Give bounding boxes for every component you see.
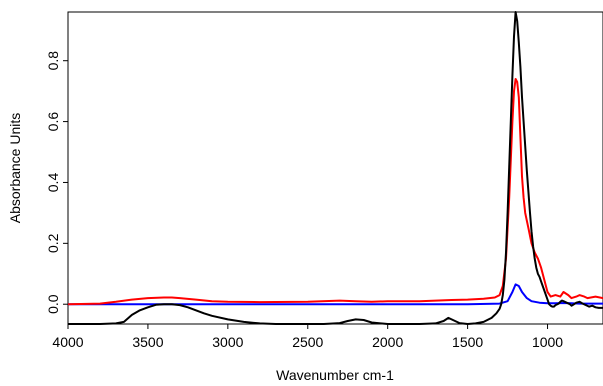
y-tick-label: 0.6 xyxy=(45,112,61,132)
x-tick-label: 4000 xyxy=(52,334,83,350)
x-tick-label: 3000 xyxy=(212,334,243,350)
x-tick-label: 1000 xyxy=(532,334,563,350)
x-tick-label: 2000 xyxy=(372,334,403,350)
series-line-2 xyxy=(67,78,603,306)
series-line-3 xyxy=(68,11,603,325)
plot-frame xyxy=(67,11,603,325)
y-tick-label: 0.4 xyxy=(45,173,61,193)
x-axis-title: Wavenumber cm-1 xyxy=(276,367,394,383)
y-axis: 0.0 0.2 0.4 0.6 0.8 xyxy=(45,51,68,314)
y-tick-label: 0.2 xyxy=(45,233,61,253)
series-layer xyxy=(67,11,603,325)
x-tick-label: 2500 xyxy=(292,334,323,350)
x-axis: 4000 3500 3000 2500 2000 1500 1000 xyxy=(52,324,563,350)
x-tick-label: 3500 xyxy=(132,334,163,350)
y-axis-title: Absorbance Units xyxy=(7,113,23,224)
x-tick-label: 1500 xyxy=(452,334,483,350)
y-tick-label: 0.0 xyxy=(45,294,61,314)
y-tick-label: 0.8 xyxy=(45,51,61,71)
